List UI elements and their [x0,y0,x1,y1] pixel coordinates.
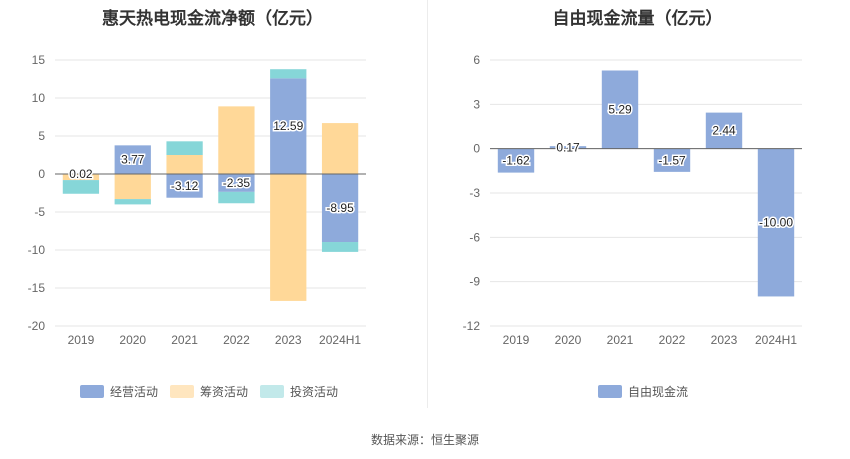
c0-bar-financing [166,155,203,174]
c0-bar-investing [321,242,359,252]
c0-y-tick-label: 0 [38,167,45,181]
legend-swatch-free-cash-flow [598,385,622,398]
c0-x-tick-label: 2019 [68,333,95,347]
c1-data-label: 2.44 [712,124,736,138]
legend-swatch-financing [170,385,195,398]
c1-y-tick-label: 0 [473,142,480,156]
c1-y-tick-label: -9 [469,275,480,289]
c0-y-tick-label: -20 [28,319,46,333]
c0-bar-operating [166,174,203,198]
c0-bar-financing [62,174,100,181]
c1-y-tick-label: -3 [469,186,480,200]
c0-y-tick-label: -10 [28,243,46,257]
c1-x-tick-label: 2022 [659,333,686,347]
c0-data-label: -2.35 [223,176,251,190]
c0-x-tick-label: 2023 [275,333,302,347]
c0-x-tick-label: 2021 [171,333,198,347]
c1-y-tick-label: -12 [463,319,481,333]
c0-bar-financing [218,106,255,174]
c0-data-label: 12.59 [273,119,303,133]
c1-y-tick-label: 6 [473,53,480,67]
c0-bar-financing [270,174,307,301]
legend-swatch-investing [260,385,285,398]
c0-bar-operating [114,145,151,174]
c1-bar-free [497,148,535,173]
c1-x-tick-label: 2023 [711,333,738,347]
legend-item-financing[interactable]: 筹资活动 [170,383,248,400]
c1-data-label: -1.62 [502,154,530,168]
c0-bar-investing [62,180,100,194]
c1-bar-free [549,146,587,149]
chart2-legend: 自由现金流 [598,383,700,400]
c1-bar-free [601,70,639,149]
c1-x-tick-label: 2020 [555,333,582,347]
chart2-title: 自由现金流量（亿元） [552,9,723,28]
c1-data-label: 5.29 [608,103,632,117]
c1-bar-free [757,148,795,297]
c1-y-tick-label: -6 [469,230,480,244]
c1-data-label: -1.57 [658,153,686,167]
c0-bar-financing [114,174,151,200]
legend-item-operating[interactable]: 经营活动 [80,383,158,400]
c0-y-tick-label: 5 [38,129,45,143]
c1-bar-free [705,112,743,149]
legend-swatch-operating [80,385,104,398]
c0-y-tick-label: -5 [34,205,45,219]
c0-data-label: -8.95 [326,201,354,215]
c0-bar-investing [270,69,307,79]
c0-data-label: 0.02 [69,167,93,181]
c1-data-label: -10.00 [759,216,793,230]
c0-x-tick-label: 2020 [119,333,146,347]
c0-bar-operating [270,78,307,174]
c0-x-tick-label: 2024H1 [319,333,361,347]
chart1-title: 惠天热电现金流净额（亿元） [102,9,323,28]
c0-y-tick-label: -15 [28,281,46,295]
c0-bar-investing [166,141,203,155]
c0-bar-financing [321,123,359,174]
c0-data-label: 3.77 [121,153,145,167]
c0-y-tick-label: 10 [32,91,46,105]
legend-label-investing: 投资活动 [290,385,339,399]
c1-bar-free [653,148,691,172]
legend-item-free-cash-flow[interactable]: 自由现金流 [598,383,688,400]
c1-x-tick-label: 2024H1 [755,333,797,347]
c1-x-tick-label: 2021 [607,333,634,347]
c0-data-label: -3.12 [171,179,199,193]
chart1-legend: 经营活动 筹资活动 投资活动 [80,383,350,400]
c0-y-tick-label: 15 [32,53,46,67]
data-source-note: 数据来源：恒生聚源 [370,433,479,447]
panel-divider [427,0,428,408]
legend-label-financing: 筹资活动 [200,385,249,399]
legend-item-investing[interactable]: 投资活动 [260,383,338,400]
c0-bar-operating [321,174,359,243]
legend-label-free-cash-flow: 自由现金流 [628,385,689,399]
c1-x-tick-label: 2019 [503,333,530,347]
c1-data-label: 0.17 [556,140,580,154]
c0-bar-investing [218,191,255,204]
c0-bar-operating [218,174,255,192]
c0-x-tick-label: 2022 [223,333,250,347]
legend-label-operating: 经营活动 [110,385,159,399]
c0-bar-investing [114,199,151,205]
c1-y-tick-label: 3 [473,97,480,111]
